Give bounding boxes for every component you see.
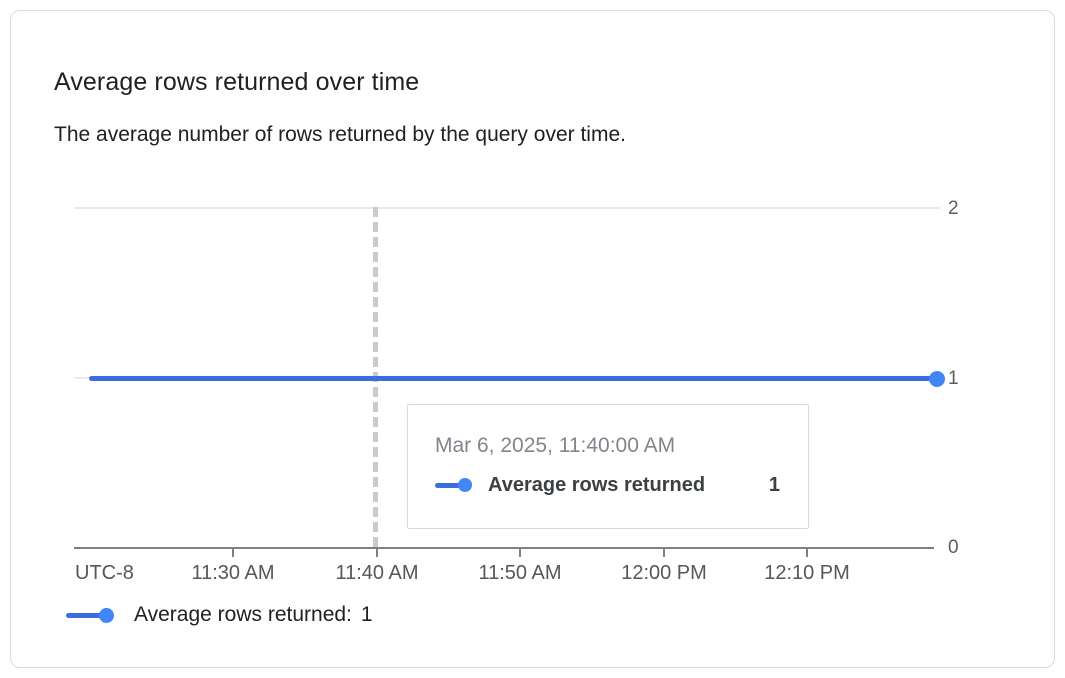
legend-line-segment-icon: [66, 612, 103, 618]
x-axis-label: 11:30 AM: [191, 562, 275, 584]
legend-dot-icon: [99, 607, 114, 623]
x-axis-line: [74, 547, 934, 549]
x-axis-label: 11:50 AM: [478, 562, 562, 584]
x-axis-label: 11:40 AM: [335, 562, 419, 584]
tooltip-timestamp: Mar 6, 2025, 11:40:00 AM: [435, 434, 676, 457]
x-axis-tick: [663, 549, 665, 557]
x-axis-tick: [376, 549, 378, 557]
x-axis-label: 12:00 PM: [621, 562, 707, 584]
page-subtitle: The average number of rows returned by t…: [54, 123, 626, 146]
tooltip-series-value: 1: [768, 473, 780, 496]
x-axis-tick: [232, 549, 234, 557]
legend-label: Average rows returned:: [134, 603, 352, 626]
y-axis-label: 0: [948, 537, 959, 558]
series-line-dot-icon: [435, 478, 472, 492]
y-axis-label: 2: [948, 198, 959, 219]
series-dot-icon: [458, 478, 472, 492]
x-axis-tick: [519, 549, 521, 557]
legend-line-dot-icon: [66, 607, 114, 623]
series-end-dot: [929, 371, 945, 387]
grid-line: [74, 207, 940, 209]
series-line: [89, 376, 934, 381]
x-axis-label: 12:10 PM: [764, 562, 850, 584]
legend-value: 1: [360, 603, 373, 626]
y-axis-label: 1: [948, 368, 959, 389]
chart-card: Average rows returned over time The aver…: [10, 10, 1055, 668]
timezone-label: UTC-8: [75, 562, 134, 584]
tooltip: Mar 6, 2025, 11:40:00 AM Average rows re…: [407, 404, 809, 529]
legend-item[interactable]: Average rows returned: 1: [66, 601, 373, 629]
tooltip-series-row: Average rows returned 1: [435, 469, 780, 501]
series-line-segment-icon: [435, 482, 462, 488]
tooltip-series-label: Average rows returned: [488, 473, 706, 496]
x-axis-tick: [806, 549, 808, 557]
page-title: Average rows returned over time: [54, 68, 420, 96]
